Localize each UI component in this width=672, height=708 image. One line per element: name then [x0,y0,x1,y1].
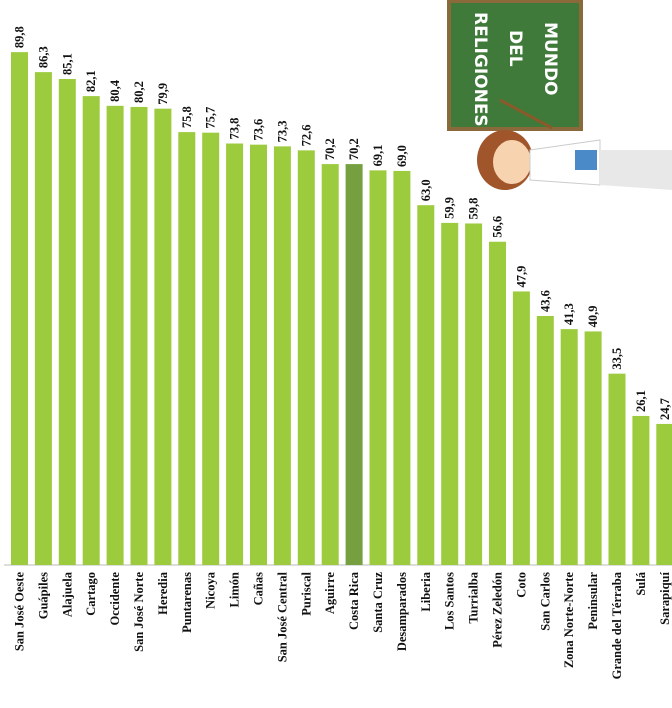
value-label: 70,2 [323,138,337,160]
value-label: 41,3 [562,303,576,325]
x-tick-label: Desamparados [395,572,409,651]
bar [34,72,52,566]
value-label: 47,9 [514,266,528,288]
teacher-illustration [447,0,672,190]
bar [178,132,196,565]
x-tick-label: San José Central [275,571,289,662]
value-label: 26,1 [634,390,648,412]
value-label: 59,8 [467,198,481,220]
value-label: 82,1 [84,70,98,92]
bar [273,146,291,565]
x-tick-label: Los Santos [443,572,457,630]
value-label: 89,8 [13,26,27,48]
bar [369,170,387,565]
x-tick-label: Cartago [84,572,98,616]
x-tick-label: Cañas [252,572,266,605]
value-label: 73,8 [228,118,242,140]
skirt [600,150,672,190]
value-label: 43,6 [538,290,552,312]
bar [11,52,28,566]
value-label: 86,3 [36,46,50,68]
value-label: 75,7 [204,107,218,129]
bar [536,315,554,565]
bar [58,78,76,566]
x-tick-label: Aguirre [323,572,337,615]
bar [226,143,244,565]
bar [345,164,363,565]
value-label: 72,6 [299,124,313,146]
x-tick-label: Guápiles [36,572,50,619]
x-tick-label: Nicoya [204,571,218,609]
bar [393,170,411,565]
bar [297,150,315,565]
x-tick-label: Santa Cruz [371,572,385,633]
value-label: 40,9 [586,306,600,328]
pointer [499,98,553,130]
board-title: RELIGIONES [470,12,490,127]
bar [512,291,530,565]
bar [202,132,220,565]
bar [632,415,650,565]
x-tick-label: Grande del Térraba [610,571,624,679]
x-tick-label: San Carlos [538,572,552,631]
bar [130,106,148,566]
x-tick-label: Turrialba [467,571,481,623]
bar [250,144,267,565]
bar [106,105,124,566]
value-label: 69,1 [371,144,385,166]
x-tick-label: Costa Rica [347,571,361,630]
x-tick-label: Heredia [156,571,170,615]
x-tick-label: Zona Norte-Norte [562,572,576,669]
bar [560,329,578,565]
value-label: 33,5 [610,348,624,370]
value-label: 24,7 [658,398,672,420]
board-text: RELIGIONES DEL MUNDO [470,12,560,127]
book [575,150,597,170]
x-tick-label: Sulá [634,571,648,595]
x-tick-label: Liberia [419,571,433,611]
x-tick-label: Peninsular [586,572,600,630]
value-label: 80,2 [132,81,146,103]
bar [489,241,506,566]
value-label: 59,9 [443,197,457,219]
x-tick-label: Alajuela [60,571,74,617]
x-tick-label: San José Oeste [13,572,27,652]
bar [465,223,483,565]
x-tick-label: Limón [228,572,242,607]
bar [321,164,339,565]
board-title: MUNDO [540,22,560,96]
bar [608,373,626,565]
value-label: 85,1 [60,53,74,75]
bar [154,108,172,565]
x-tick-label: Sarapiquí [658,571,672,624]
x-tick-label: Occidente [108,572,122,626]
bar [82,96,100,566]
value-label: 75,8 [180,106,194,128]
x-tick-label: Puriscal [299,571,313,615]
x-tick-label: Coto [514,572,528,598]
value-label: 63,0 [419,179,433,201]
value-label: 79,9 [156,83,170,105]
value-label: 80,4 [108,79,122,102]
face [493,140,531,184]
x-tick-label: Puntarenas [180,572,194,633]
board-title: DEL [505,30,525,67]
chalkboard [447,0,583,131]
value-label: 73,3 [275,121,289,143]
value-label: 69,0 [395,145,409,167]
x-tick-label: Pérez Zeledón [491,572,505,648]
x-tick-label: San José Norte [132,572,146,652]
bar [417,205,435,565]
bar [441,222,459,565]
value-label: 56,6 [491,216,505,238]
value-label: 70,2 [347,138,361,160]
bar [656,423,672,565]
bar [584,331,602,565]
value-label: 73,6 [252,119,266,141]
